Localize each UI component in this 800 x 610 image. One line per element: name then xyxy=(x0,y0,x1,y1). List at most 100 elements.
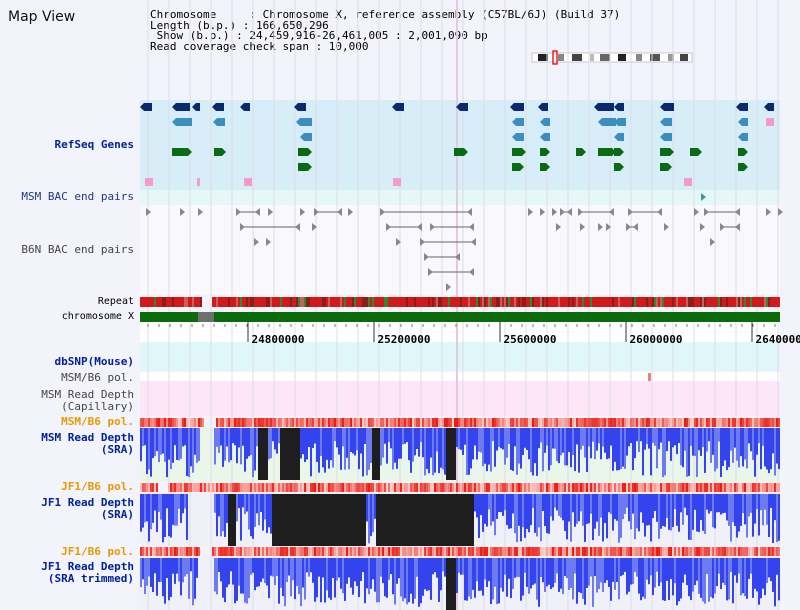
label-jf1-b6-pol-1[interactable]: JF1/B6 pol. xyxy=(61,480,134,493)
read-depth-bar xyxy=(258,558,260,587)
read-depth-bar xyxy=(154,428,156,457)
polymorphism-mark xyxy=(762,418,764,427)
read-depth-bar xyxy=(188,428,190,478)
polymorphism-mark xyxy=(320,547,322,556)
polymorphism-mark xyxy=(348,418,350,427)
read-depth-bar xyxy=(238,428,240,448)
axis-tick-label: 26400000 xyxy=(756,333,800,346)
polymorphism-mark xyxy=(592,547,594,556)
polymorphism-mark xyxy=(140,483,142,492)
polymorphism-mark xyxy=(444,483,446,492)
read-depth-bar xyxy=(572,558,574,600)
polymorphism-mark xyxy=(504,483,506,492)
label-jf1-depth-sra[interactable]: JF1 Read Depth (SRA) xyxy=(41,497,134,521)
repeat-mark xyxy=(658,297,660,307)
read-depth-bar xyxy=(690,494,692,541)
polymorphism-mark xyxy=(284,483,286,492)
repeat-mark xyxy=(600,297,602,307)
read-depth-bar xyxy=(638,428,640,453)
read-depth-bar xyxy=(574,558,576,574)
polymorphism-mark xyxy=(514,547,516,556)
polymorphism-mark xyxy=(482,418,484,427)
read-depth-bar xyxy=(684,558,686,575)
polymorphism-mark xyxy=(618,547,620,556)
polymorphism-mark xyxy=(532,547,534,556)
polymorphism-mark xyxy=(596,547,598,556)
polymorphism-mark xyxy=(740,418,742,427)
polymorphism-mark xyxy=(666,547,668,556)
read-depth-bar xyxy=(722,494,724,514)
repeat-mark xyxy=(608,297,610,307)
ideogram-band xyxy=(650,54,660,61)
label-refseq-genes[interactable]: RefSeq Genes xyxy=(54,138,134,151)
read-depth-bar xyxy=(278,494,280,546)
read-depth-bar xyxy=(552,494,554,521)
repeat-mark xyxy=(218,297,220,307)
label-msm-bac-end-pairs[interactable]: MSM BAC end pairs xyxy=(21,190,134,203)
read-depth-bar xyxy=(482,558,484,596)
polymorphism-mark xyxy=(358,483,360,492)
polymorphism-mark xyxy=(394,547,396,556)
polymorphism-mark xyxy=(324,547,326,556)
read-depth-bar xyxy=(752,428,754,460)
read-depth-bar xyxy=(446,558,448,610)
polymorphism-mark xyxy=(776,547,778,556)
label-msm-b6-pol-1[interactable]: MSM/B6 pol. xyxy=(61,371,134,384)
polymorphism-mark xyxy=(172,547,174,556)
label-jf1-depth-trimmed[interactable]: JF1 Read Depth (SRA trimmed) xyxy=(41,561,134,585)
repeat-mark xyxy=(194,297,196,307)
read-depth-bar xyxy=(406,558,408,605)
label-dbsnp[interactable]: dbSNP(Mouse) xyxy=(54,355,134,368)
label-b6n-bac-end-pairs[interactable]: B6N BAC end pairs xyxy=(21,243,134,256)
read-depth-bar xyxy=(526,558,528,587)
read-depth-bar xyxy=(266,428,268,480)
label-msm-depth-capillary[interactable]: MSM Read Depth (Capillary) xyxy=(41,389,134,413)
read-depth-bar xyxy=(724,428,726,461)
bac-end xyxy=(314,208,319,216)
label-msm-b6-pol-2[interactable]: MSM/B6 pol. xyxy=(61,415,134,428)
read-depth-bar xyxy=(370,558,372,589)
polymorphism-mark xyxy=(614,418,616,427)
refseq-gene xyxy=(512,148,526,156)
polymorphism-mark xyxy=(342,547,344,556)
polymorphism-mark xyxy=(772,547,774,556)
polymorphism-mark xyxy=(234,483,236,492)
polymorphism-mark xyxy=(576,547,578,556)
polymorphism-mark xyxy=(730,418,732,427)
polymorphism-mark xyxy=(588,547,590,556)
polymorphism-mark xyxy=(376,547,378,556)
polymorphism-mark xyxy=(450,483,452,492)
read-depth-bar xyxy=(618,428,620,470)
polymorphism-mark xyxy=(706,418,708,427)
label-msm-depth-sra[interactable]: MSM Read Depth (SRA) xyxy=(41,432,134,456)
polymorphism-mark xyxy=(754,483,756,492)
read-depth-bar xyxy=(676,494,678,526)
read-depth-bar xyxy=(362,558,364,573)
read-depth-bar xyxy=(314,558,316,602)
read-depth-bar xyxy=(614,494,616,520)
read-depth-bar xyxy=(450,494,452,546)
polymorphism-mark xyxy=(634,547,636,556)
polymorphism-mark xyxy=(410,418,412,427)
polymorphism-mark xyxy=(674,483,676,492)
read-depth-bar xyxy=(448,558,450,610)
polymorphism-mark xyxy=(634,483,636,492)
repeat-mark xyxy=(766,297,768,307)
label-jf1-b6-pol-2[interactable]: JF1/B6 pol. xyxy=(61,545,134,558)
read-depth-bar xyxy=(184,494,186,509)
read-depth-bar xyxy=(454,428,456,480)
polymorphism-mark xyxy=(576,483,578,492)
polymorphism-mark xyxy=(386,547,388,556)
read-depth-bar xyxy=(324,558,326,603)
refseq-gene xyxy=(512,133,524,141)
polymorphism-mark xyxy=(730,547,732,556)
read-depth-bar xyxy=(672,428,674,448)
read-depth-bar xyxy=(756,494,758,510)
repeat-mark xyxy=(674,297,676,307)
polymorphism-mark xyxy=(246,547,248,556)
polymorphism-mark xyxy=(234,547,236,556)
read-depth-bar xyxy=(556,558,558,574)
polymorphism-mark xyxy=(606,483,608,492)
polymorphism-mark xyxy=(442,547,444,556)
